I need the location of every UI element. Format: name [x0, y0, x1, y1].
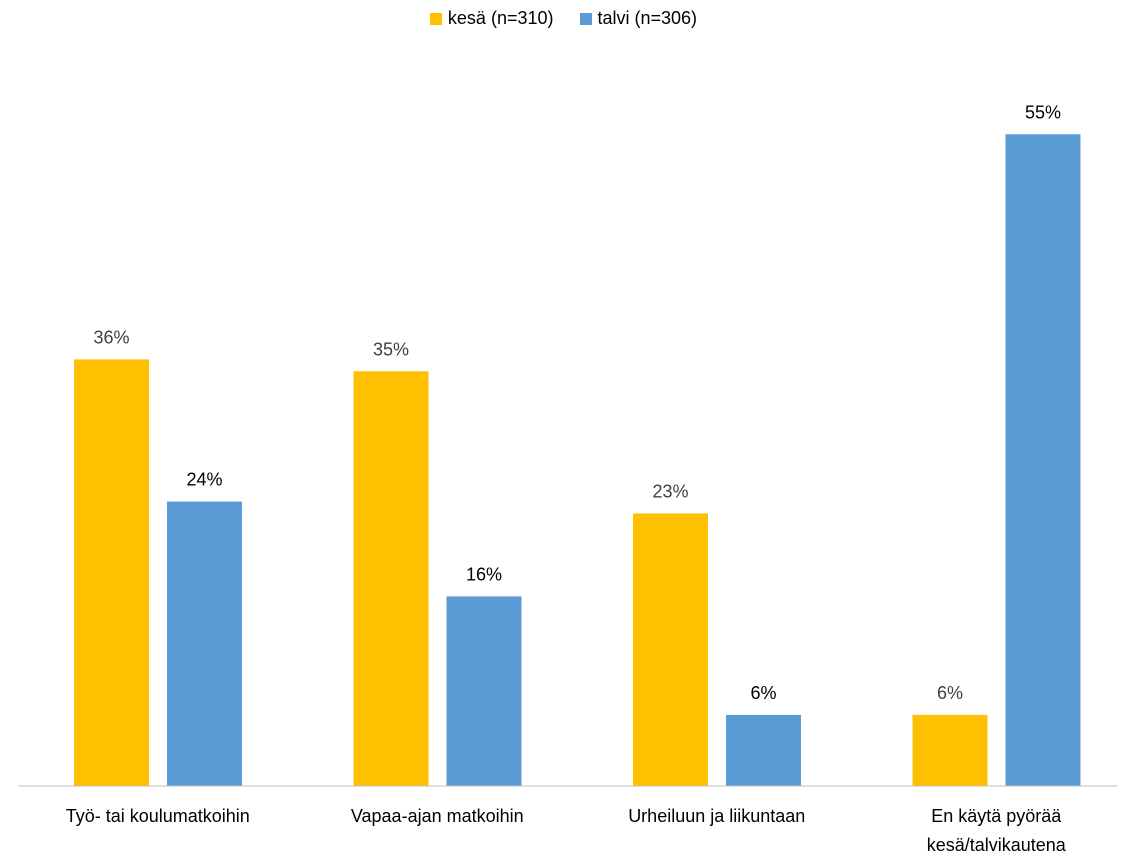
- bar-kesa-urheilu-liikunta: [633, 513, 708, 786]
- value-labels-group: 36% 24% 35% 16% 23% 6% 6% 55%: [93, 102, 1061, 703]
- value-label-kesa-en-kayta-pyoraa: 6%: [937, 683, 963, 703]
- value-label-kesa-vapaa-ajan-matkat: 35%: [373, 339, 409, 359]
- legend-label-winter: talvi (n=306): [597, 8, 698, 28]
- legend-item-summer: kesä (n=310): [429, 8, 554, 29]
- category-label-urheilu-liikunta: Urheiluun ja liikuntaan: [628, 806, 805, 826]
- category-label-en-kayta-pyoraa: En käytä pyörää kesä/talvikautena: [927, 806, 1067, 855]
- category-label-line: Työ- tai koulumatkoihin: [66, 806, 250, 826]
- category-label-line: En käytä pyörää: [931, 806, 1062, 826]
- value-label-kesa-urheilu-liikunta: 23%: [652, 481, 688, 501]
- bar-talvi-urheilu-liikunta: [726, 714, 801, 786]
- bar-kesa-vapaa-ajan-matkat: [353, 371, 429, 786]
- value-label-talvi-vapaa-ajan-matkat: 16%: [466, 564, 502, 584]
- legend: kesä (n=310) talvi (n=306): [0, 8, 1127, 29]
- value-label-talvi-tyo-koulumatkat: 24%: [186, 470, 222, 490]
- category-label-line: Vapaa-ajan matkoihin: [351, 806, 524, 826]
- bars-group: [74, 134, 1081, 786]
- legend-swatch-winter: [579, 12, 592, 25]
- category-label-line: Urheiluun ja liikuntaan: [628, 806, 805, 826]
- bar-kesa-tyo-koulumatkat: [74, 359, 149, 786]
- legend-label-summer: kesä (n=310): [447, 8, 554, 28]
- category-label-line: kesä/talvikautena: [927, 835, 1067, 855]
- value-label-kesa-tyo-koulumatkat: 36%: [93, 327, 129, 347]
- bar-talvi-vapaa-ajan-matkat: [446, 596, 522, 786]
- category-label-vapaa-ajan-matkat: Vapaa-ajan matkoihin: [351, 806, 524, 826]
- category-labels-group: Työ- tai koulumatkoihin Vapaa-ajan matkoi…: [66, 806, 1067, 855]
- value-label-talvi-en-kayta-pyoraa: 55%: [1025, 102, 1061, 122]
- legend-item-winter: talvi (n=306): [579, 8, 698, 29]
- bar-kesa-en-kayta-pyoraa: [912, 714, 988, 786]
- category-label-tyo-koulumatkat: Työ- tai koulumatkoihin: [66, 806, 250, 826]
- bar-talvi-tyo-koulumatkat: [167, 501, 242, 786]
- legend-swatch-summer: [429, 12, 442, 25]
- value-label-talvi-urheilu-liikunta: 6%: [750, 683, 776, 703]
- bar-talvi-en-kayta-pyoraa: [1005, 134, 1081, 786]
